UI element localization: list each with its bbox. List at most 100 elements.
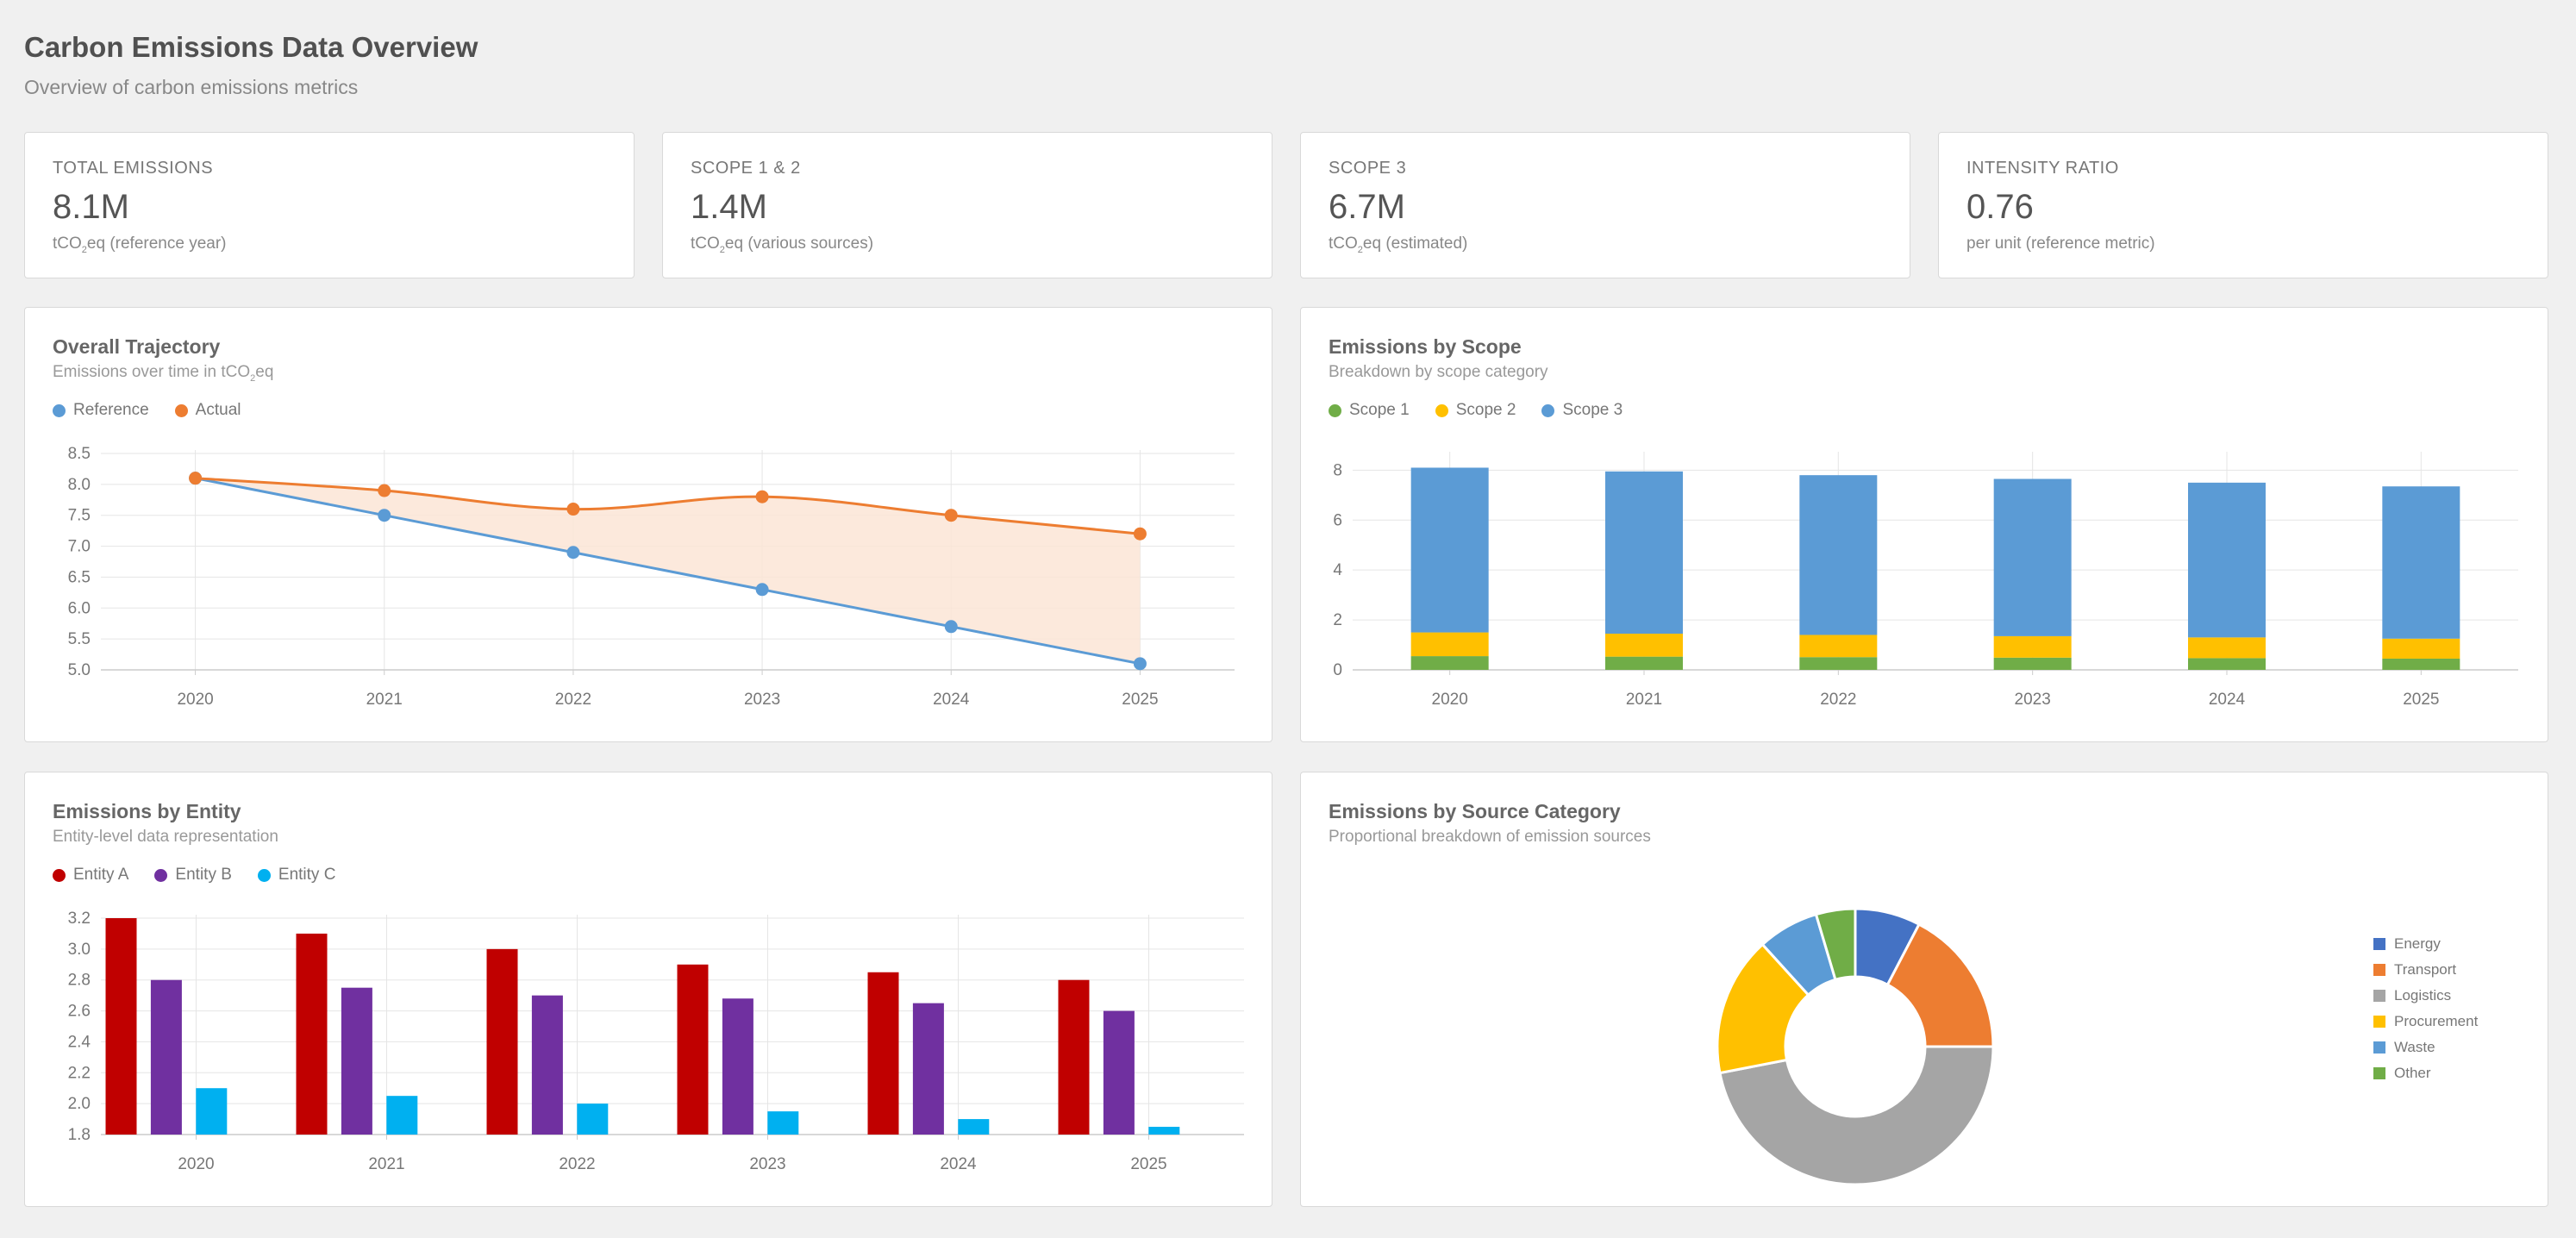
y-tick-label: 2.6 (68, 1003, 91, 1021)
y-tick-label: 4 (1333, 561, 1342, 579)
kpi-value: 6.7M (1329, 188, 1405, 226)
bar-segment-scope-3 (1799, 475, 1878, 635)
kpi-label: SCOPE 1 & 2 (691, 159, 801, 178)
bar-segment-scope-3 (2382, 486, 2460, 639)
y-tick-label: 7.0 (68, 538, 91, 556)
kpi-value: 0.76 (1966, 188, 2034, 226)
legend-item[interactable]: Entity B (154, 866, 232, 885)
kpi-card-scope12: SCOPE 1 & 2 1.4M tCO2eq (various sources… (662, 132, 1272, 278)
legend-item[interactable]: Entity C (257, 866, 335, 885)
y-tick-label: 2.4 (68, 1033, 91, 1051)
y-tick-label: 5.0 (68, 661, 91, 679)
trajectory-chart: 5.0 5.5 6.0 6.5 7.0 7.5 8.0 8.5 2020 2021 2022 2023… (68, 445, 1235, 709)
x-tick-label: 2020 (1432, 691, 1468, 709)
data-point-reference (378, 509, 391, 522)
y-tick-label: 1.8 (68, 1126, 91, 1144)
bar-entity-c (958, 1119, 990, 1135)
pie-legend-item[interactable]: Other (2373, 1060, 2478, 1086)
legend-item[interactable]: Reference (53, 401, 149, 420)
chart-title: Emissions by Source Category (1329, 800, 1621, 822)
bar-entity-c (767, 1111, 799, 1135)
legend-marker (53, 868, 66, 882)
kpi-label: INTENSITY RATIO (1966, 159, 2119, 178)
legend-marker (154, 868, 168, 882)
chart-legend: Entity A Entity B Entity C (53, 866, 335, 885)
legend-marker (174, 403, 188, 417)
data-point-actual (944, 509, 958, 522)
y-tick-label: 8 (1333, 461, 1342, 479)
bar-segment-scope-3 (1410, 467, 1489, 633)
bar-segment-scope-3 (2188, 482, 2266, 638)
bar-entity-a (105, 918, 137, 1135)
kpi-card-scope3: SCOPE 3 6.7M tCO2eq (estimated) (1300, 132, 1910, 278)
legend-marker (1329, 403, 1341, 417)
kpi-note: per unit (reference metric) (1966, 234, 2155, 253)
pie-legend: Energy Transport Logistics Procurement W… (2373, 931, 2478, 1086)
bar-entity-b (722, 998, 753, 1135)
x-tick-label: 2021 (368, 1155, 404, 1173)
y-tick-label: 7.5 (68, 507, 91, 525)
series-line-actual (195, 477, 1141, 535)
x-tick-label: 2023 (2015, 691, 2051, 709)
data-point-actual (189, 472, 203, 485)
scope-chart: 0 2 4 6 8 2020 2021 2022 2023 2024 2025 (1333, 452, 2518, 709)
bar-segment-scope-3 (1993, 478, 2072, 636)
chart-legend: Scope 1 Scope 2 Scope 3 (1329, 401, 1623, 420)
chart-subtitle: Entity-level data representation (53, 828, 278, 846)
legend-item[interactable]: Entity A (53, 866, 128, 885)
x-tick-label: 2024 (933, 691, 970, 709)
x-tick-label: 2024 (940, 1155, 977, 1173)
y-tick-label: 6.5 (68, 568, 91, 586)
bar-entity-c (1148, 1127, 1180, 1135)
bar-segment-scope-3 (1605, 471, 1683, 635)
donut-slice-other (1814, 907, 1857, 982)
x-tick-label: 2021 (366, 691, 403, 709)
legend-marker (2373, 938, 2385, 950)
kpi-note: tCO2eq (estimated) (1329, 234, 1468, 255)
chart-title: Emissions by Entity (53, 800, 241, 822)
x-tick-label: 2024 (2209, 691, 2246, 709)
legend-item[interactable]: Actual (174, 401, 241, 420)
x-tick-label: 2023 (749, 1155, 785, 1173)
kpi-label: SCOPE 3 (1329, 159, 1407, 178)
chart-card-source: Emissions by Source Category Proportiona… (1300, 772, 2548, 1207)
area-between-series (195, 478, 1141, 664)
x-tick-label: 2022 (559, 1155, 595, 1173)
data-point-actual (378, 484, 391, 497)
pie-legend-item[interactable]: Transport (2373, 957, 2478, 983)
legend-marker (257, 868, 271, 882)
data-point-reference (755, 583, 769, 597)
kpi-card-intensity: INTENSITY RATIO 0.76 per unit (reference… (1938, 132, 2548, 278)
bar-segment-scope-1 (1605, 656, 1683, 670)
pie-legend-item[interactable]: Waste (2373, 1035, 2478, 1060)
legend-item[interactable]: Scope 1 (1329, 401, 1410, 420)
y-tick-label: 8.0 (68, 476, 91, 494)
x-tick-label: 2022 (555, 691, 591, 709)
bar-entity-b (531, 995, 563, 1135)
bar-segment-scope-2 (2188, 637, 2266, 659)
chart-subtitle: Breakdown by scope category (1329, 363, 1548, 381)
pie-legend-item[interactable]: Energy (2373, 931, 2478, 957)
kpi-label: TOTAL EMISSIONS (53, 159, 214, 178)
legend-marker (53, 403, 66, 417)
pie-legend-item[interactable]: Logistics (2373, 983, 2478, 1009)
kpi-card-total: TOTAL EMISSIONS 8.1M tCO2eq (reference y… (24, 132, 635, 278)
chart-legend: Reference Actual (53, 401, 241, 420)
chart-card-entity: Emissions by Entity Entity-level data re… (24, 772, 1272, 1207)
page-subtitle: Overview of carbon emissions metrics (24, 76, 359, 98)
bar-segment-scope-1 (1799, 657, 1878, 670)
bar-entity-a (486, 948, 518, 1135)
source-donut-chart (1716, 907, 1995, 1186)
chart-title: Overall Trajectory (53, 335, 221, 358)
entity-chart: 1.8 2.0 2.2 2.4 2.6 2.8 3.0 3.2 2020 2021 2022 2023… (68, 910, 1244, 1173)
bar-segment-scope-2 (1993, 635, 2072, 658)
legend-item[interactable]: Scope 2 (1435, 401, 1516, 420)
y-tick-label: 2.0 (68, 1095, 91, 1113)
x-tick-label: 2022 (1820, 691, 1856, 709)
pie-legend-item[interactable]: Procurement (2373, 1009, 2478, 1035)
legend-item[interactable]: Scope 3 (1541, 401, 1623, 420)
donut-slice-transport (1885, 922, 1995, 1048)
bar-entity-a (296, 933, 328, 1135)
y-tick-label: 2.8 (68, 972, 91, 990)
chart-subtitle: Proportional breakdown of emission sourc… (1329, 828, 1651, 846)
